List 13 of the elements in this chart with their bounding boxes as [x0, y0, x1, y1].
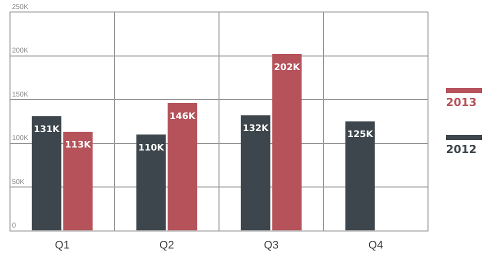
x-tick-label: Q2 [159, 239, 174, 252]
data-label: 131K [34, 124, 60, 135]
data-label: 113K [65, 140, 92, 151]
x-tick-label: Q1 [54, 239, 70, 252]
data-label: 125K [347, 130, 374, 140]
legend-label: 2012 [446, 143, 478, 156]
x-tick-label: Q3 [264, 239, 279, 252]
data-label: 146K [170, 112, 196, 122]
data-label: 202K [274, 62, 301, 73]
legend-label: 2013 [446, 96, 478, 109]
x-tick-label: Q4 [368, 239, 384, 252]
data-label: 132K [242, 124, 270, 134]
data-label: 110K [138, 143, 165, 154]
